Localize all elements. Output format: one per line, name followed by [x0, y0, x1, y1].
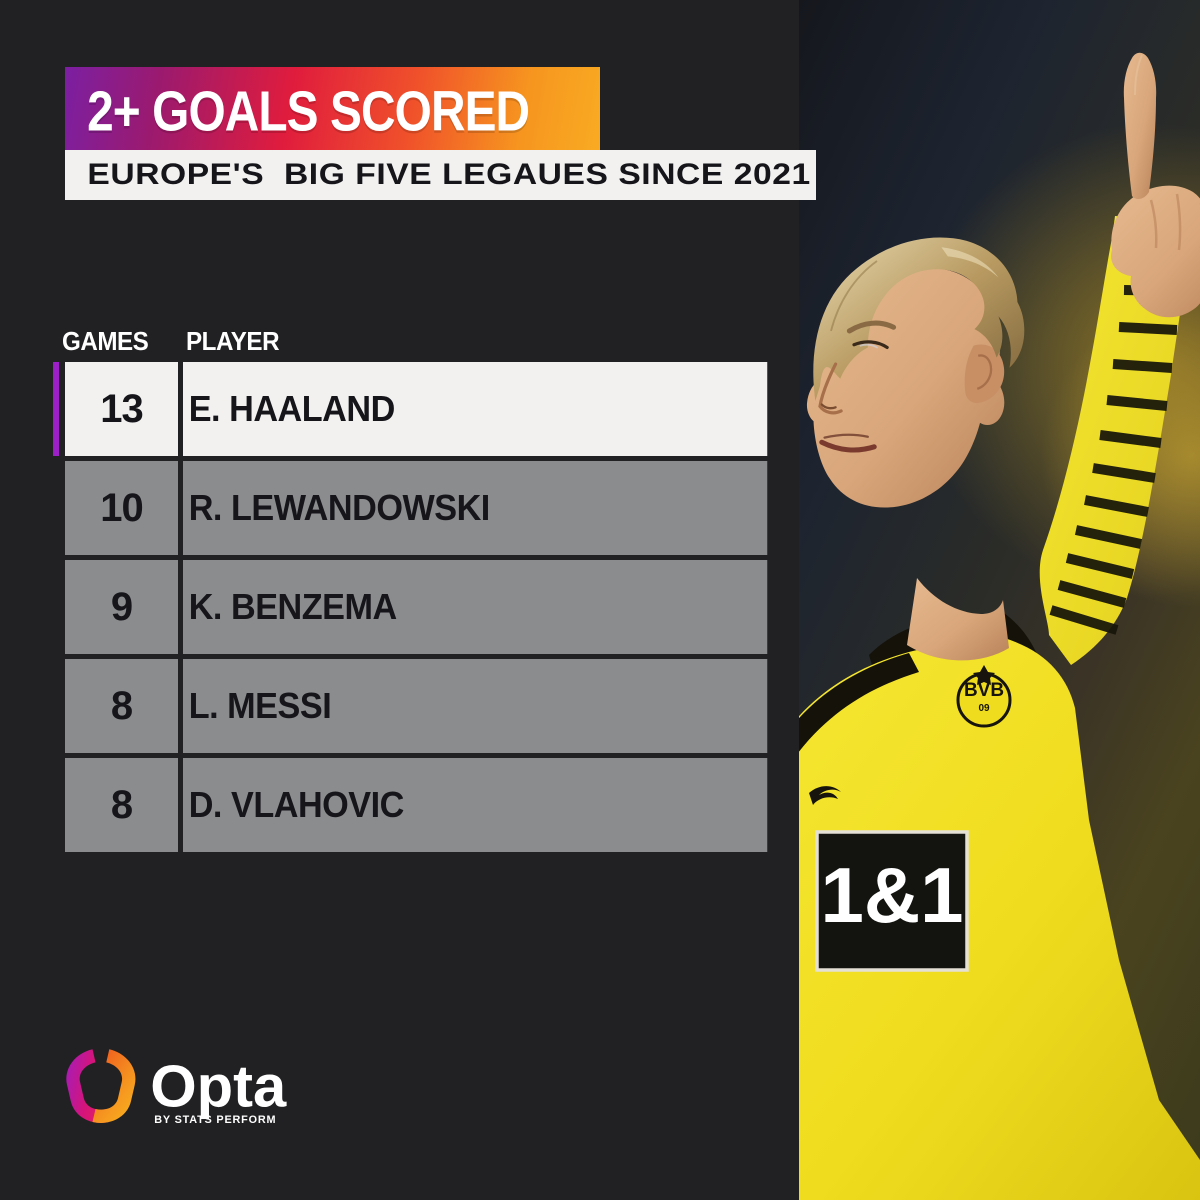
svg-text:1&1: 1&1	[820, 851, 963, 939]
svg-text:09: 09	[978, 703, 990, 714]
svg-text:Opta: Opta	[150, 1053, 287, 1120]
svg-text:BVB: BVB	[964, 680, 1004, 701]
svg-text:BY STATS PERFORM: BY STATS PERFORM	[154, 1114, 276, 1126]
